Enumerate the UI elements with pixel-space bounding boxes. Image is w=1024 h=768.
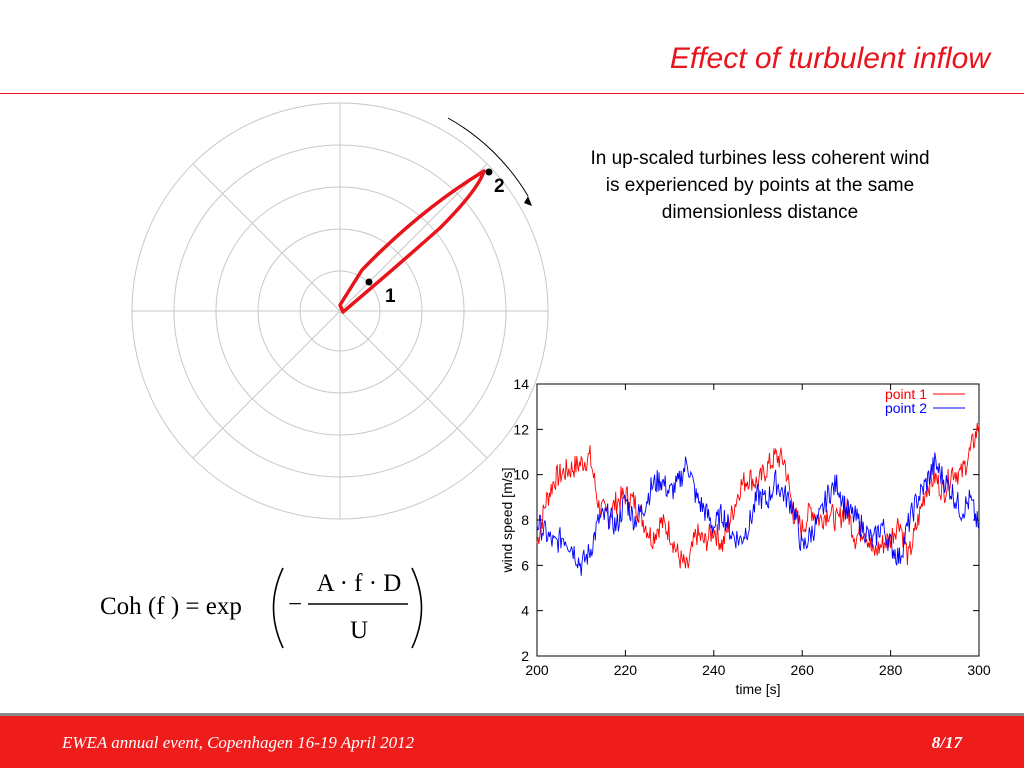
left-paren <box>272 567 284 649</box>
y-tick-label: 6 <box>521 557 529 573</box>
blade-outline <box>338 169 486 314</box>
formula-denominator: U <box>350 617 368 644</box>
rotation-arrow <box>447 117 529 197</box>
x-tick-label: 220 <box>614 662 638 678</box>
plot-frame <box>536 383 980 657</box>
x-tick-label: 300 <box>967 662 991 678</box>
polar-spoke <box>192 163 488 459</box>
y-tick-label: 12 <box>513 421 529 437</box>
caption-text: In up-scaled turbines less coherent wind… <box>590 148 930 223</box>
y-tick-label: 4 <box>521 603 529 619</box>
point-2-label: 2 <box>494 176 505 197</box>
y-axis-label: wind speed [m/s] <box>499 467 515 573</box>
series-line-2 <box>536 452 980 576</box>
rotor-diagram: 1 2 <box>131 102 549 520</box>
footer-bar: EWEA annual event, Copenhagen 16-19 Apri… <box>0 713 1024 768</box>
point-1-label: 1 <box>385 286 396 307</box>
x-tick-label: 260 <box>791 662 815 678</box>
y-tick-label: 10 <box>513 467 529 483</box>
polar-grid <box>131 102 549 520</box>
rotation-arrowhead <box>524 196 532 206</box>
title-divider <box>0 93 1024 94</box>
formula-minus: − <box>288 591 302 618</box>
formula-lhs: Coh (f ) = exp <box>100 593 242 620</box>
y-tick-label: 8 <box>521 512 529 528</box>
x-tick-label: 240 <box>702 662 726 678</box>
series-line-1 <box>536 422 980 569</box>
point-2-marker <box>485 168 493 176</box>
page-title: Effect of turbulent inflow <box>669 42 990 75</box>
legend-label: point 2 <box>885 400 927 416</box>
footer-event-text: EWEA annual event, Copenhagen 16-19 Apri… <box>62 733 415 752</box>
right-paren <box>411 567 423 649</box>
y-tick-label: 2 <box>521 648 529 664</box>
x-tick-label: 280 <box>879 662 903 678</box>
formula-numerator: A · f · D <box>317 570 402 597</box>
x-tick-label: 200 <box>525 662 549 678</box>
wind-speed-chart: 2 4 6 8 10 12 14 200 220 240 260 280 300 point 1poi… <box>499 376 991 697</box>
point-1-marker <box>365 278 373 286</box>
page-number: 8/17 <box>931 733 962 752</box>
coherence-formula: Coh (f ) = exp − A · f · D U <box>100 567 423 649</box>
y-tick-label: 14 <box>513 376 529 392</box>
x-axis-label: time [s] <box>735 681 780 697</box>
legend-label: point 1 <box>885 386 927 402</box>
